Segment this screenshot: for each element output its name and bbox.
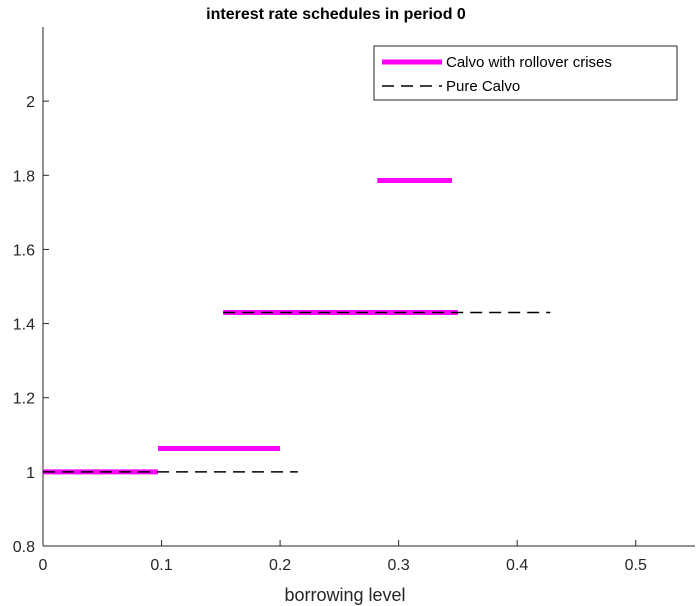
x-tick-label: 0.2 bbox=[269, 557, 291, 574]
y-tick-label: 1.4 bbox=[13, 317, 35, 334]
y-tick-label: 1.6 bbox=[13, 242, 35, 259]
x-axis-ticks: 0 0.1 0.2 0.3 0.4 0.5 bbox=[39, 540, 647, 574]
y-tick-label: 1.8 bbox=[13, 168, 35, 185]
y-axis-ticks: 0.8 1 1.2 1.4 1.6 1.8 2 bbox=[13, 94, 49, 556]
x-tick-label: 0.5 bbox=[625, 557, 647, 574]
chart-title: interest rate schedules in period 0 bbox=[206, 6, 466, 23]
y-tick-label: 2 bbox=[26, 94, 35, 111]
x-axis-label: borrowing level bbox=[284, 585, 405, 605]
x-tick-label: 0.4 bbox=[506, 557, 528, 574]
axes bbox=[42, 27, 695, 547]
legend-box bbox=[373, 45, 678, 101]
y-tick-label: 0.8 bbox=[13, 539, 35, 556]
y-tick-label: 1.2 bbox=[13, 391, 35, 408]
legend-label-pure-calvo: Pure Calvo bbox=[446, 78, 520, 95]
legend-label-calvo-rollover: Calvo with rollover crises bbox=[446, 54, 612, 71]
x-tick-label: 0.1 bbox=[150, 557, 172, 574]
x-tick-label: 0 bbox=[39, 557, 48, 574]
y-tick-label: 1 bbox=[26, 465, 35, 482]
legend: Calvo with rollover crises Pure Calvo bbox=[373, 45, 678, 101]
plot-lines bbox=[43, 177, 551, 475]
x-tick-label: 0.3 bbox=[388, 557, 410, 574]
